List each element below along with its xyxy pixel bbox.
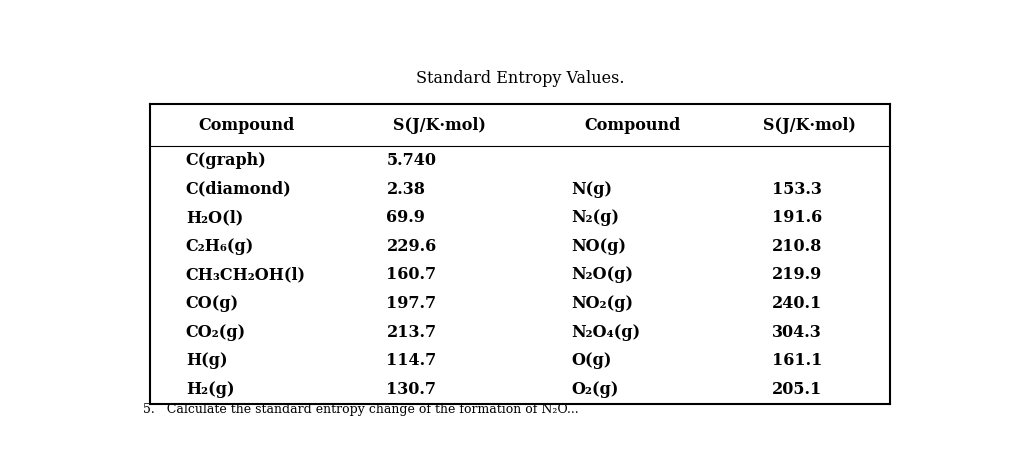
- Text: N(g): N(g): [571, 181, 612, 198]
- Text: CO(g): CO(g): [186, 295, 239, 312]
- Text: 219.9: 219.9: [771, 266, 822, 283]
- Text: S(J/K·mol): S(J/K·mol): [393, 117, 486, 134]
- Text: 153.3: 153.3: [771, 181, 822, 198]
- Text: 5.740: 5.740: [387, 152, 436, 169]
- Text: 210.8: 210.8: [771, 238, 822, 255]
- Text: 191.6: 191.6: [771, 210, 822, 226]
- Text: S(J/K·mol): S(J/K·mol): [763, 117, 856, 134]
- Text: CO₂(g): CO₂(g): [186, 324, 246, 341]
- Text: O₂(g): O₂(g): [571, 381, 619, 398]
- Text: CH₃CH₂OH(l): CH₃CH₂OH(l): [186, 266, 306, 283]
- Text: 130.7: 130.7: [387, 381, 436, 398]
- Text: 304.3: 304.3: [771, 324, 822, 341]
- Text: Compound: Compound: [199, 117, 295, 134]
- Text: Standard Entropy Values.: Standard Entropy Values.: [416, 70, 624, 87]
- Text: Compound: Compound: [584, 117, 680, 134]
- Text: O(g): O(g): [571, 352, 612, 369]
- Text: C₂H₆(g): C₂H₆(g): [186, 238, 254, 255]
- Text: 160.7: 160.7: [387, 266, 436, 283]
- Text: 161.1: 161.1: [771, 352, 822, 369]
- Text: C(graph): C(graph): [186, 152, 267, 169]
- Text: NO(g): NO(g): [571, 238, 626, 255]
- Text: 69.9: 69.9: [387, 210, 425, 226]
- Text: 229.6: 229.6: [387, 238, 436, 255]
- Text: H₂(g): H₂(g): [186, 381, 234, 398]
- Text: C(diamond): C(diamond): [186, 181, 291, 198]
- Text: 240.1: 240.1: [771, 295, 822, 312]
- Text: 2.38: 2.38: [387, 181, 425, 198]
- Text: 197.7: 197.7: [387, 295, 436, 312]
- Text: 5.   Calculate the standard entropy change of the formation of N₂O...: 5. Calculate the standard entropy change…: [142, 403, 579, 416]
- Text: 114.7: 114.7: [387, 352, 436, 369]
- Text: H₂O(l): H₂O(l): [186, 210, 244, 226]
- Text: H(g): H(g): [186, 352, 227, 369]
- Text: N₂(g): N₂(g): [571, 210, 619, 226]
- Text: NO₂(g): NO₂(g): [571, 295, 633, 312]
- Text: N₂O(g): N₂O(g): [571, 266, 633, 283]
- Text: N₂O₄(g): N₂O₄(g): [571, 324, 640, 341]
- Text: 205.1: 205.1: [771, 381, 822, 398]
- Text: 213.7: 213.7: [387, 324, 436, 341]
